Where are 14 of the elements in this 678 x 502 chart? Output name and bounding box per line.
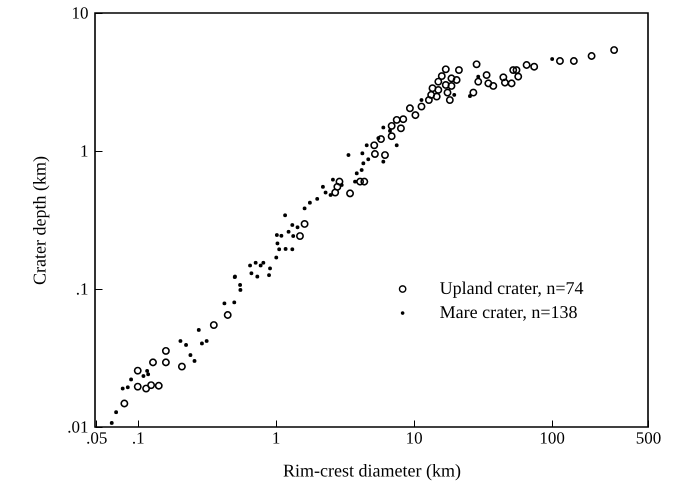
legend-label: Upland crater, n=74: [440, 278, 584, 298]
y-tick-label: .01: [67, 418, 88, 436]
y-tick-label: .1: [76, 280, 88, 298]
x-tick-label: 100: [539, 428, 565, 448]
x-tick-label: 10: [406, 428, 423, 448]
y-tick-label: 10: [72, 4, 88, 22]
x-tick-label: 500: [636, 428, 662, 448]
y-tick-label: 1: [80, 142, 88, 160]
x-axis-title: Rim-crest diameter (km): [283, 460, 461, 480]
x-tick-label: .1: [132, 428, 145, 448]
x-tick-label: .05: [86, 428, 108, 448]
legend-label: Mare crater, n=138: [440, 302, 578, 322]
x-tick-label: 1: [272, 428, 280, 448]
y-axis-title: Crater depth (km): [29, 156, 50, 285]
